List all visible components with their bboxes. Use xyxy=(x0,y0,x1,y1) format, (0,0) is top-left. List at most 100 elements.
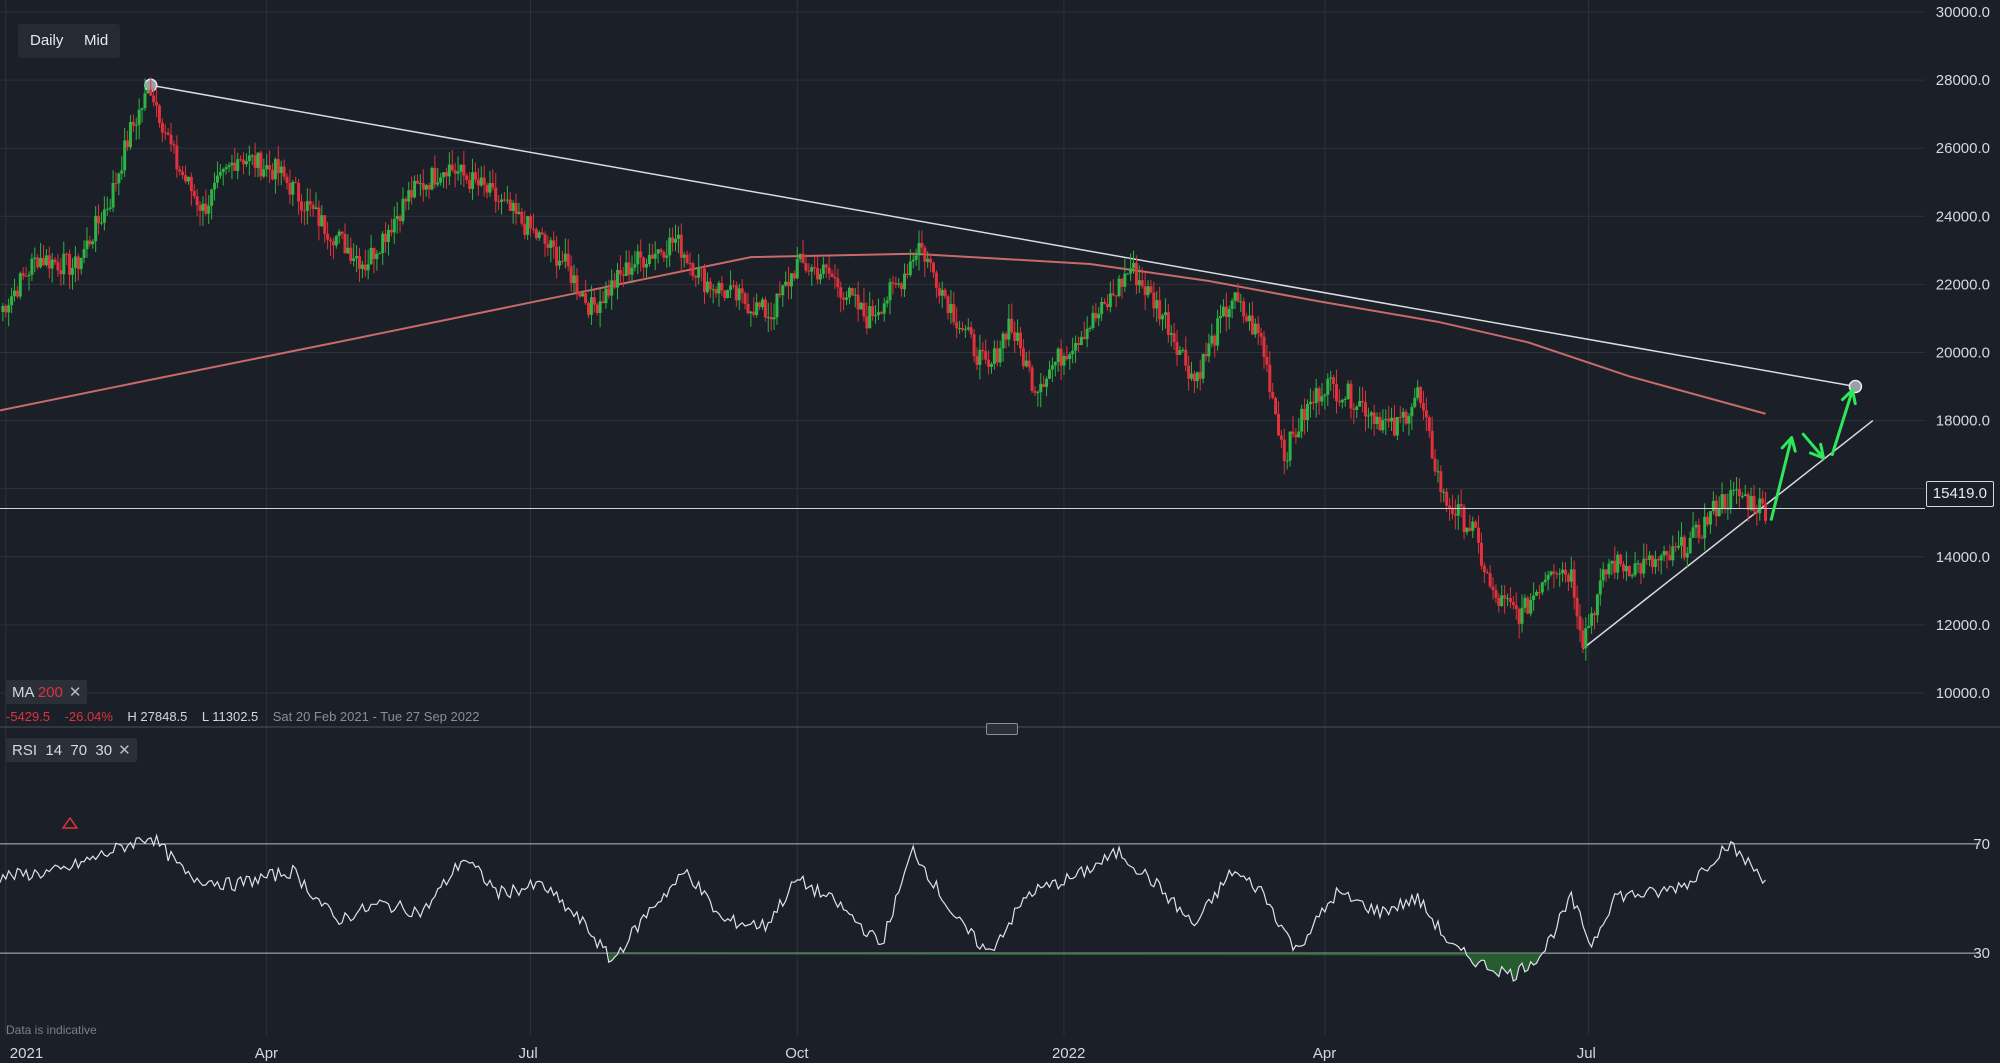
candle-body xyxy=(502,199,506,201)
candle-body xyxy=(473,172,477,180)
candle-body xyxy=(1546,574,1550,580)
candle-body xyxy=(1500,595,1504,606)
candle-body xyxy=(224,167,228,170)
rsi-legend-tag[interactable]: RSI 14 70 30 ✕ xyxy=(6,738,137,762)
candle-body xyxy=(1210,335,1214,344)
candle-body xyxy=(905,273,909,276)
candle-body xyxy=(1320,396,1324,402)
candle-body xyxy=(1047,369,1051,379)
candle-body xyxy=(900,283,904,290)
candle-body xyxy=(1291,431,1295,435)
candle-body xyxy=(186,176,190,182)
interval-button[interactable]: Daily xyxy=(18,24,76,58)
candle-body xyxy=(213,182,217,190)
data-disclaimer: Data is indicative xyxy=(6,1023,97,1037)
candle-body xyxy=(1497,597,1501,606)
candle-body xyxy=(885,300,889,304)
candle-body xyxy=(563,253,567,262)
candle-body xyxy=(444,172,448,177)
candle-body xyxy=(1587,625,1591,629)
candle-body xyxy=(152,95,156,103)
candle-body xyxy=(195,196,199,206)
candle-body xyxy=(1216,318,1220,346)
projection-arrows xyxy=(1769,388,1857,521)
candle-body xyxy=(117,173,121,184)
candle-body xyxy=(1143,286,1147,296)
candle-body xyxy=(282,166,286,177)
candle-body xyxy=(644,264,648,268)
ma-200-line xyxy=(0,252,1766,415)
candle-body xyxy=(1445,491,1449,506)
candle-body xyxy=(415,180,419,184)
candle-body xyxy=(1108,293,1112,308)
candle-body xyxy=(984,351,988,360)
ma-remove-icon[interactable]: ✕ xyxy=(68,684,82,701)
rsi-oversold-fill xyxy=(608,953,1543,981)
candle-body xyxy=(1120,278,1124,287)
candle-body xyxy=(842,297,846,300)
candle-body xyxy=(247,155,251,162)
candle-body xyxy=(850,287,854,296)
candle-body xyxy=(795,258,799,279)
candle-body xyxy=(845,297,849,300)
candle-body xyxy=(943,289,947,297)
candle-body xyxy=(691,263,695,276)
price-type-button[interactable]: Mid xyxy=(72,24,121,58)
candle-body xyxy=(610,280,614,296)
candle-body xyxy=(1190,373,1194,379)
candle-body xyxy=(424,185,428,190)
candle-body xyxy=(21,273,25,276)
y-tick-label: 28000.0 xyxy=(1936,72,1990,89)
candle-body xyxy=(250,155,254,157)
candle-body xyxy=(302,210,306,212)
projection-arrow-head xyxy=(1780,436,1797,453)
candle-body xyxy=(1642,558,1646,574)
rsi-overbought-marker xyxy=(61,816,79,829)
candle-body xyxy=(1468,527,1472,531)
candle-body xyxy=(465,175,469,180)
candle-body xyxy=(126,140,130,148)
candle-body xyxy=(702,268,706,293)
candle-body xyxy=(1526,597,1530,614)
candle-body xyxy=(128,122,132,148)
candle-body xyxy=(494,187,498,202)
candle-body xyxy=(1717,509,1721,517)
candle-body xyxy=(1274,397,1278,415)
candle-body xyxy=(1242,301,1246,317)
candle-body xyxy=(1201,354,1205,379)
candle-body xyxy=(833,276,837,279)
candle-body xyxy=(1390,417,1394,422)
candle-body xyxy=(511,202,515,211)
candle-body xyxy=(604,288,608,304)
candle-body xyxy=(1711,500,1715,512)
candle-body xyxy=(853,294,857,296)
candle-body xyxy=(300,201,304,211)
candle-body xyxy=(1758,498,1762,514)
candle-body xyxy=(1111,293,1115,296)
candle-body xyxy=(589,297,593,315)
rsi-remove-icon[interactable]: ✕ xyxy=(118,742,131,759)
candle-body xyxy=(1056,348,1060,363)
candle-body xyxy=(410,190,414,198)
candle-body xyxy=(969,327,973,335)
candle-body xyxy=(363,264,367,271)
ma-legend-period: 200 xyxy=(37,684,63,701)
candle-body xyxy=(404,198,408,202)
candle-body xyxy=(1332,377,1336,385)
ma-legend-tag[interactable]: MA 200 ✕ xyxy=(6,680,88,704)
pane-resize-handle[interactable] xyxy=(986,723,1018,735)
candle-body xyxy=(343,233,347,254)
candle-body xyxy=(201,203,205,211)
candle-body xyxy=(740,288,744,294)
candle-body xyxy=(1764,503,1768,521)
candle-body xyxy=(714,289,718,294)
candle-body xyxy=(1656,559,1660,561)
candle-body xyxy=(624,262,628,276)
candle-body xyxy=(758,302,762,308)
candle-body xyxy=(1297,431,1301,438)
candle-body xyxy=(386,229,390,243)
candle-body xyxy=(105,208,109,210)
candle-body xyxy=(711,289,715,291)
candle-body xyxy=(1294,434,1298,438)
